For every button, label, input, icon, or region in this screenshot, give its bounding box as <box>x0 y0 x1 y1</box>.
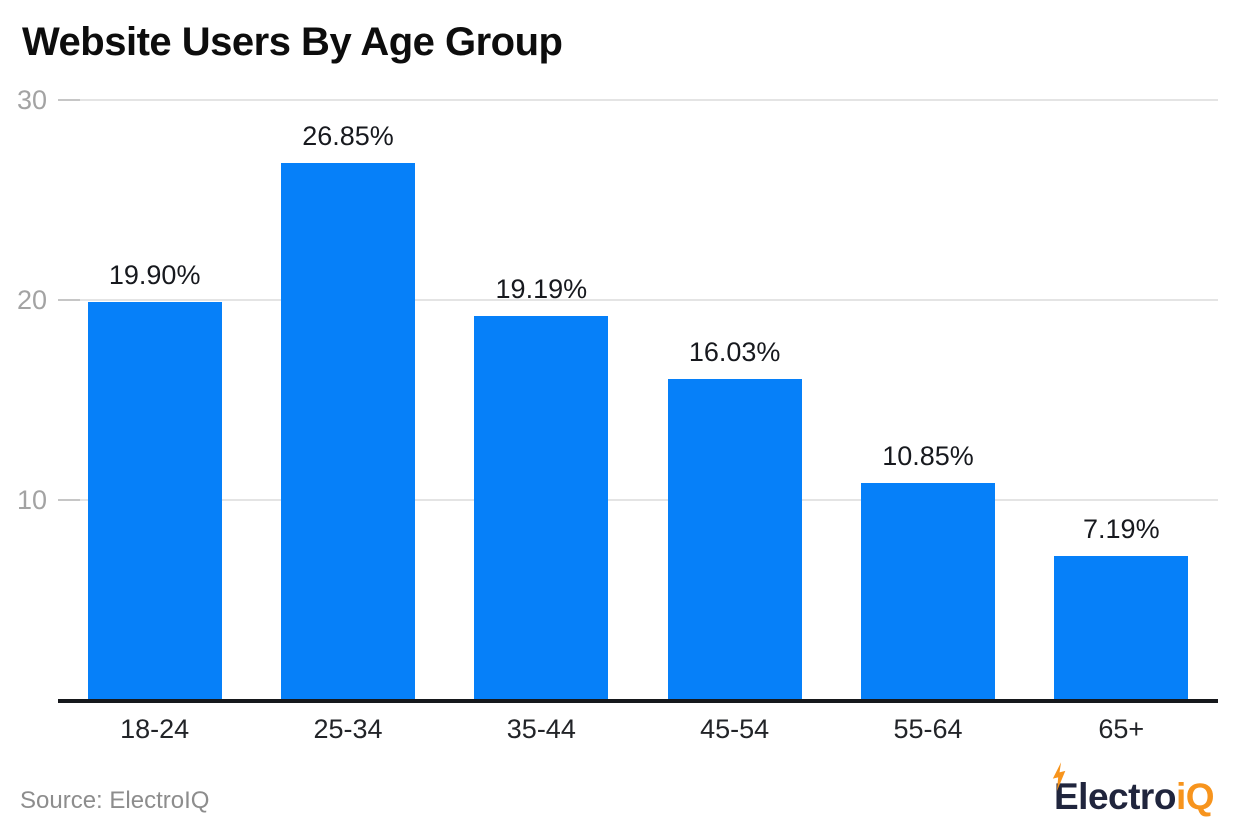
x-tick-label-55-64: 55-64 <box>893 714 963 744</box>
bar-25-34[interactable] <box>280 163 415 700</box>
bar-value-label-45-54: 16.03% <box>688 337 781 368</box>
bar-slot-45-54: 16.03% <box>638 100 831 700</box>
y-tick-20 <box>58 299 80 301</box>
bar-value-label-25-34: 26.85% <box>302 121 394 151</box>
gridline-10 <box>58 499 1218 501</box>
y-tick-label-20: 20 <box>16 285 48 315</box>
bar-slot-25-34: 26.85% <box>251 100 444 700</box>
y-tick-label-10: 10 <box>16 485 48 515</box>
x-axis-line <box>58 699 1218 703</box>
logo-text-electro: Electro <box>1054 776 1176 817</box>
y-tick-30 <box>58 99 80 101</box>
bar-value-label-55-64: 10.85% <box>882 441 974 471</box>
bar-slot-55-64: 10.85% <box>831 100 1024 700</box>
gridline-20 <box>58 299 1218 301</box>
gridline-30 <box>58 99 1218 101</box>
logo-text-iq: iQ <box>1175 776 1215 817</box>
bar-35-44[interactable] <box>474 316 609 700</box>
bar-45-54[interactable] <box>667 379 802 700</box>
x-tick-label-25-34: 25-34 <box>313 714 383 744</box>
electroiq-logo: ElectroiQ <box>1052 762 1215 818</box>
bar-55-64[interactable] <box>860 483 995 700</box>
x-tick-label-35-44: 35-44 <box>506 714 576 744</box>
y-tick-10 <box>58 499 80 501</box>
bar-65+[interactable] <box>1054 556 1189 700</box>
x-tick-label-18-24: 18-24 <box>120 714 190 744</box>
bar-18-24[interactable] <box>87 302 222 700</box>
bar-value-label-35-44: 19.19% <box>495 274 588 305</box>
bar-slot-18-24: 19.90% <box>58 100 251 700</box>
plot-area: 19.90% 26.85% 19.19% 16.03% 10.85% 7.19% <box>58 99 1218 700</box>
bar-slot-35-44: 19.19% <box>445 100 638 700</box>
chart-title: Website Users By Age Group <box>22 20 563 64</box>
x-tick-label-65+: 65+ <box>1098 714 1145 744</box>
bar-value-label-18-24: 19.90% <box>108 260 201 290</box>
lightning-bolt-icon <box>1052 762 1066 792</box>
bars-row: 19.90% 26.85% 19.19% 16.03% 10.85% 7.19% <box>58 100 1218 700</box>
x-axis-labels: 18-24 25-34 35-44 45-54 55-64 65+ <box>58 714 1218 745</box>
y-tick-label-30: 30 <box>16 85 48 115</box>
source-note: Source: ElectroIQ <box>20 787 210 814</box>
x-tick-label-45-54: 45-54 <box>700 714 770 744</box>
bar-value-label-65+: 7.19% <box>1083 514 1160 545</box>
bar-slot-65+: 7.19% <box>1025 100 1218 700</box>
